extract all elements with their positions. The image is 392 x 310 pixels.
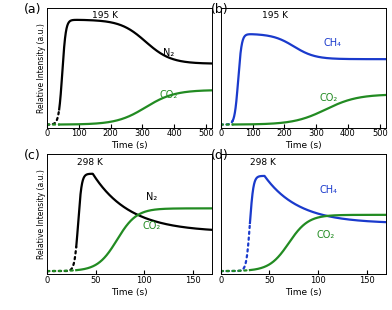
Text: 195 K: 195 K [262,11,288,20]
Text: N₂: N₂ [163,48,174,58]
Text: (c): (c) [24,149,41,162]
Text: CO₂: CO₂ [320,93,338,104]
Text: CO₂: CO₂ [317,230,335,240]
Text: 195 K: 195 K [92,11,118,20]
X-axis label: Time (s): Time (s) [111,287,148,297]
Text: CO₂: CO₂ [160,90,178,100]
Y-axis label: Relative Intensity (a.u.): Relative Intensity (a.u.) [36,23,45,113]
Text: CO₂: CO₂ [143,221,161,231]
X-axis label: Time (s): Time (s) [285,141,322,150]
Text: (d): (d) [211,149,229,162]
Y-axis label: Relative Intensity (a.u.): Relative Intensity (a.u.) [36,169,45,259]
Text: (b): (b) [211,3,229,16]
Text: 298 K: 298 K [250,158,276,167]
X-axis label: Time (s): Time (s) [285,287,322,297]
Text: CH₄: CH₄ [323,38,341,48]
Text: 298 K: 298 K [77,158,103,167]
Text: N₂: N₂ [146,192,158,202]
X-axis label: Time (s): Time (s) [111,141,148,150]
Text: CH₄: CH₄ [320,185,338,195]
Text: (a): (a) [24,3,42,16]
